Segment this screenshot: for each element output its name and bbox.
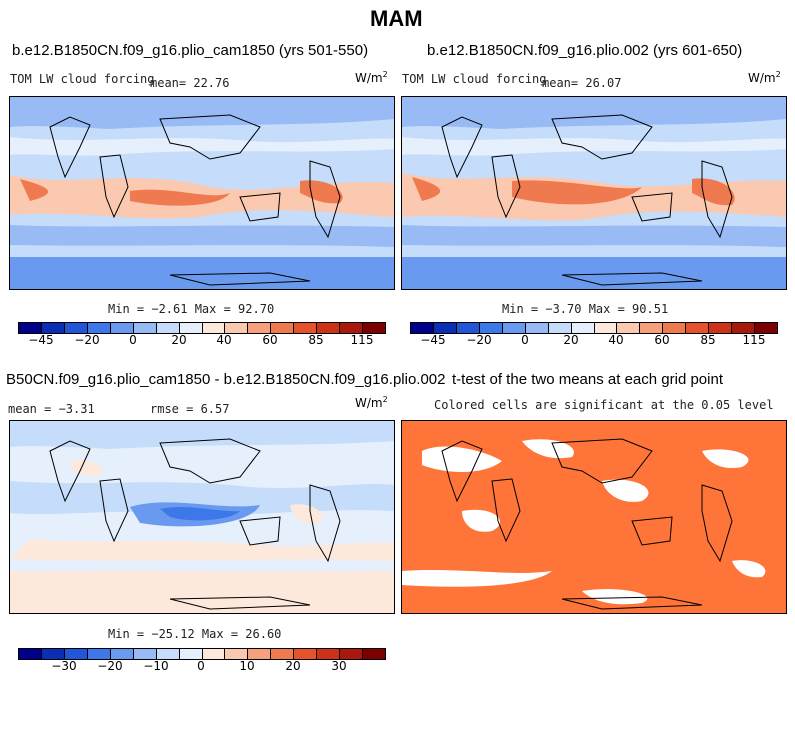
colorbar-swatch xyxy=(525,323,549,333)
colorbar-swatch xyxy=(87,323,111,333)
colorbar-swatch xyxy=(202,323,226,333)
panel1-mean: mean= 22.76 xyxy=(150,76,230,90)
colorbar-swatch xyxy=(156,323,180,333)
panel4-subtitle: Colored cells are significant at the 0.0… xyxy=(434,398,774,412)
panel1-minmax: Min = −2.61 Max = 92.70 xyxy=(108,302,275,316)
panel1-map xyxy=(9,96,395,290)
panel1-colorbar xyxy=(18,322,386,334)
colorbar-tick-label: 60 xyxy=(654,333,670,347)
colorbar-swatch xyxy=(133,323,157,333)
colorbar-tick-label: −45 xyxy=(420,333,446,347)
panel1-title: b.e12.B1850CN.f09_g16.plio_cam1850 (yrs … xyxy=(12,42,369,59)
colorbar-tick-label: 20 xyxy=(171,333,187,347)
panel2-minmax: Min = −3.70 Max = 90.51 xyxy=(502,302,669,316)
panel2-map xyxy=(401,96,787,290)
colorbar-swatch xyxy=(456,323,480,333)
panel3-unit: W/m2 xyxy=(355,395,388,410)
panel2-mean: mean= 26.07 xyxy=(542,76,622,90)
colorbar-tick-label: 115 xyxy=(742,333,766,347)
panel2-title: b.e12.B1850CN.f09_g16.plio.002 (yrs 601-… xyxy=(427,42,743,59)
colorbar-swatch xyxy=(317,323,341,333)
panel3-minmax: Min = −25.12 Max = 26.60 xyxy=(108,627,282,641)
colorbar-swatch xyxy=(179,323,203,333)
colorbar-tick-label: 0 xyxy=(521,333,529,347)
colorbar-swatch xyxy=(317,649,341,659)
colorbar-swatch xyxy=(248,323,272,333)
colorbar-swatch xyxy=(271,649,295,659)
colorbar-tick-label: −20 xyxy=(97,659,123,673)
colorbar-swatch xyxy=(617,323,641,333)
colorbar-swatch xyxy=(411,323,434,333)
colorbar-swatch xyxy=(41,323,65,333)
colorbar-tick-label: −45 xyxy=(28,333,54,347)
colorbar-tick-label: 30 xyxy=(331,659,347,673)
colorbar-swatch xyxy=(709,323,733,333)
colorbar-tick-label: 0 xyxy=(197,659,205,673)
colorbar-tick-label: 60 xyxy=(262,333,278,347)
colorbar-swatch xyxy=(363,649,385,659)
colorbar-tick-label: 40 xyxy=(216,333,232,347)
colorbar-swatch xyxy=(225,323,249,333)
colorbar-tick-label: 20 xyxy=(563,333,579,347)
colorbar-tick-label: −20 xyxy=(466,333,492,347)
panel3-rmse: rmse = 6.57 xyxy=(150,402,230,416)
colorbar-swatch xyxy=(340,649,364,659)
colorbar-tick-label: −30 xyxy=(51,659,77,673)
colorbar-swatch xyxy=(548,323,572,333)
colorbar-swatch xyxy=(133,649,157,659)
panel1-unit: W/m2 xyxy=(355,70,388,85)
panel2-variable: TOM LW cloud forcing xyxy=(402,72,547,86)
colorbar-tick-label: 85 xyxy=(700,333,716,347)
colorbar-swatch xyxy=(19,323,42,333)
panel2-colorbar xyxy=(410,322,778,334)
colorbar-swatch xyxy=(755,323,777,333)
colorbar-swatch xyxy=(502,323,526,333)
colorbar-swatch xyxy=(87,649,111,659)
colorbar-swatch xyxy=(294,323,318,333)
panel4-map xyxy=(401,420,787,614)
colorbar-tick-label: 115 xyxy=(350,333,374,347)
colorbar-tick-label: 0 xyxy=(129,333,137,347)
panel4-title: t-test of the two means at each grid poi… xyxy=(452,371,723,388)
colorbar-swatch xyxy=(594,323,618,333)
colorbar-tick-label: −10 xyxy=(143,659,169,673)
colorbar-swatch xyxy=(19,649,42,659)
panel3-colorbar xyxy=(18,648,386,660)
colorbar-tick-label: 85 xyxy=(308,333,324,347)
panel3-title: B50CN.f09_g16.plio_cam1850 - b.e12.B1850… xyxy=(6,371,446,388)
panel2-unit: W/m2 xyxy=(748,70,781,85)
colorbar-swatch xyxy=(571,323,595,333)
figure-title: MAM xyxy=(370,6,423,31)
colorbar-swatch xyxy=(271,323,295,333)
colorbar-swatch xyxy=(110,323,134,333)
colorbar-swatch xyxy=(433,323,457,333)
panel1-variable: TOM LW cloud forcing xyxy=(10,72,155,86)
colorbar-swatch xyxy=(479,323,503,333)
colorbar-swatch xyxy=(363,323,385,333)
colorbar-swatch xyxy=(64,323,88,333)
colorbar-swatch xyxy=(110,649,134,659)
colorbar-tick-label: 20 xyxy=(285,659,301,673)
colorbar-swatch xyxy=(64,649,88,659)
panel3-mean: mean = −3.31 xyxy=(8,402,95,416)
colorbar-swatch xyxy=(663,323,687,333)
colorbar-swatch xyxy=(340,323,364,333)
colorbar-tick-label: −20 xyxy=(74,333,100,347)
colorbar-swatch xyxy=(248,649,272,659)
colorbar-tick-label: 10 xyxy=(239,659,255,673)
colorbar-swatch xyxy=(732,323,756,333)
colorbar-swatch xyxy=(640,323,664,333)
colorbar-swatch xyxy=(156,649,180,659)
colorbar-tick-label: 40 xyxy=(608,333,624,347)
colorbar-swatch xyxy=(686,323,710,333)
colorbar-swatch xyxy=(225,649,249,659)
colorbar-swatch xyxy=(179,649,203,659)
colorbar-swatch xyxy=(41,649,65,659)
panel3-map xyxy=(9,420,395,614)
colorbar-swatch xyxy=(202,649,226,659)
colorbar-swatch xyxy=(294,649,318,659)
